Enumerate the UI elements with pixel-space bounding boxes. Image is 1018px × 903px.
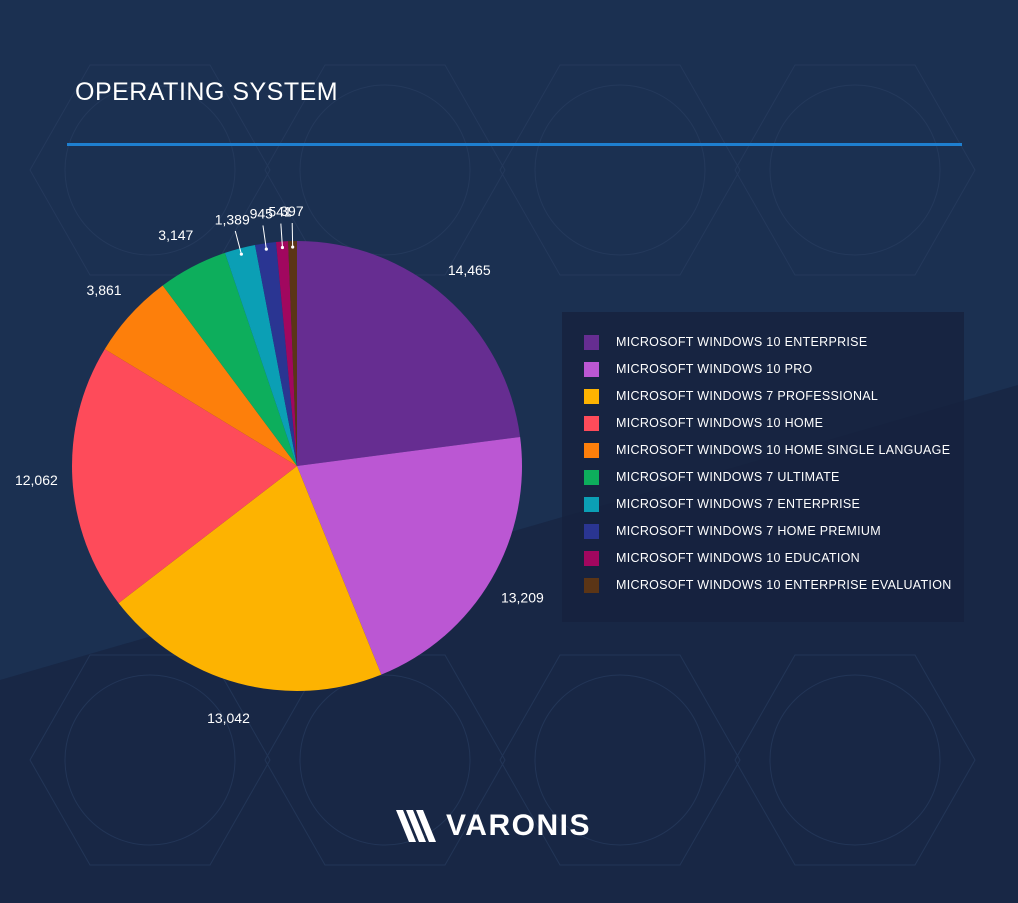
pie-slice-microsoft-windows-10-enterprise (297, 241, 521, 466)
legend-item-microsoft-windows-10-pro: MICROSOFT WINDOWS 10 PRO (584, 361, 813, 377)
legend-swatch (584, 577, 599, 593)
pie-slice-microsoft-windows-10-pro (297, 436, 522, 675)
data-label-microsoft-windows-10-enterprise: 14,465 (448, 262, 491, 278)
legend-item-microsoft-windows-7-ultimate: MICROSOFT WINDOWS 7 ULTIMATE (584, 469, 840, 485)
legend-label: MICROSOFT WINDOWS 10 HOME (616, 416, 824, 430)
pie-slice-microsoft-windows-10-education (276, 241, 297, 466)
legend-swatch (584, 523, 599, 539)
legend-item-microsoft-windows-10-enterprise: MICROSOFT WINDOWS 10 ENTERPRISE (584, 334, 867, 350)
legend-item-microsoft-windows-7-home-premium: MICROSOFT WINDOWS 7 HOME PREMIUM (584, 523, 881, 539)
label-leader-line (262, 225, 267, 250)
data-label-microsoft-windows-10-pro: 13,209 (501, 590, 544, 606)
pie-slice-microsoft-windows-10-enterprise-evaluation (288, 241, 297, 466)
pie-slice-microsoft-windows-7-enterprise (224, 244, 297, 466)
brand-name: VARONIS (446, 809, 591, 842)
legend-swatch (584, 361, 599, 377)
legend-item-microsoft-windows-10-enterprise-evaluation: MICROSOFT WINDOWS 10 ENTERPRISE EVALUATI… (584, 577, 952, 593)
pie-slice-microsoft-windows-7-ultimate (162, 252, 297, 466)
chart-legend: MICROSOFT WINDOWS 10 ENTERPRISE MICROSOFT… (562, 312, 964, 622)
chart-title: OPERATING SYSTEM (75, 78, 339, 106)
data-label-microsoft-windows-10-enterprise-evaluation: 397 (280, 203, 304, 219)
data-label-microsoft-windows-10-education: 541 (268, 204, 292, 220)
label-leader-line (234, 230, 242, 255)
legend-label: MICROSOFT WINDOWS 10 PRO (616, 362, 813, 376)
legend-label: MICROSOFT WINDOWS 7 HOME PREMIUM (616, 524, 881, 538)
pie-slice-microsoft-windows-10-home (71, 349, 297, 604)
legend-item-microsoft-windows-7-enterprise: MICROSOFT WINDOWS 7 ENTERPRISE (584, 496, 860, 512)
data-label-microsoft-windows-10-home: 12,062 (15, 472, 58, 488)
legend-label: MICROSOFT WINDOWS 7 ENTERPRISE (616, 497, 861, 511)
legend-label: MICROSOFT WINDOWS 10 ENTERPRISE EVALUATI… (616, 578, 952, 592)
legend-item-microsoft-windows-10-home-single-language: MICROSOFT WINDOWS 10 HOME SINGLE LANGUAG… (584, 442, 950, 458)
legend-swatch (584, 442, 599, 458)
pie-slice-microsoft-windows-7-home-premium (255, 241, 297, 466)
label-leader-dot (280, 245, 285, 250)
varonis-logo-icon (396, 810, 436, 842)
varonis-logo: VARONIS (396, 806, 591, 846)
label-leader-line (280, 223, 283, 248)
legend-label: MICROSOFT WINDOWS 7 PROFESSIONAL (616, 389, 879, 403)
legend-label: MICROSOFT WINDOWS 10 EDUCATION (616, 551, 860, 565)
legend-swatch (584, 550, 599, 566)
legend-label: MICROSOFT WINDOWS 7 ULTIMATE (616, 470, 840, 484)
data-label-microsoft-windows-10-home-single-language: 3,861 (87, 282, 122, 298)
data-label-microsoft-windows-7-ultimate: 3,147 (158, 227, 193, 243)
label-leader-dot (264, 247, 268, 251)
data-label-microsoft-windows-7-professional: 13,042 (207, 710, 250, 726)
legend-label: MICROSOFT WINDOWS 10 ENTERPRISE (616, 335, 868, 349)
pie-slice-microsoft-windows-10-home-single-language (104, 285, 297, 466)
pie-slice-microsoft-windows-7-professional (118, 466, 382, 691)
legend-item-microsoft-windows-10-education: MICROSOFT WINDOWS 10 EDUCATION (584, 550, 860, 566)
legend-swatch (584, 334, 599, 350)
data-label-microsoft-windows-7-home-premium: 945 (250, 206, 274, 222)
data-label-microsoft-windows-7-enterprise: 1,389 (215, 211, 250, 227)
legend-item-microsoft-windows-7-professional: MICROSOFT WINDOWS 7 PROFESSIONAL (584, 388, 878, 404)
legend-swatch (584, 415, 599, 431)
label-leader-dot (291, 245, 295, 249)
legend-swatch (584, 388, 599, 404)
legend-label: MICROSOFT WINDOWS 10 HOME SINGLE LANGUAG… (616, 443, 951, 457)
legend-item-microsoft-windows-10-home: MICROSOFT WINDOWS 10 HOME (584, 415, 823, 431)
title-divider (67, 143, 962, 146)
legend-swatch (584, 496, 599, 512)
background-pattern (29, 64, 976, 866)
legend-swatch (584, 469, 599, 485)
label-leader-dot (239, 252, 243, 256)
